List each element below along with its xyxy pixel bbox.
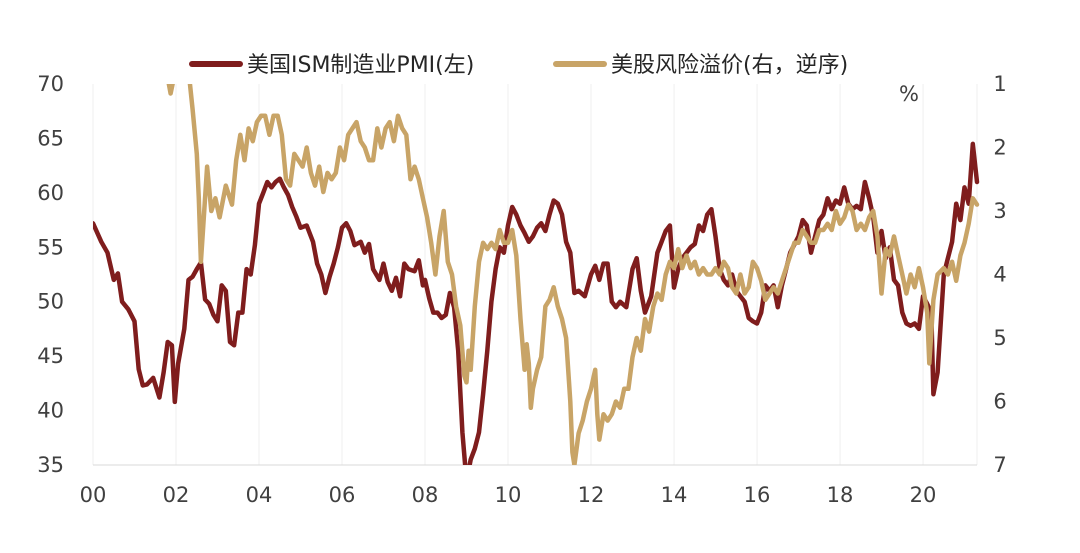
left-y-tick-label: 45 [37,344,64,368]
x-tick-label: 06 [329,483,356,507]
x-tick-label: 04 [246,483,273,507]
left-y-tick-label: 65 [37,126,64,150]
right-y-tick-label: 6 [993,390,1006,414]
right-y-tick-label: 5 [993,326,1006,350]
right-axis-unit: % [899,82,919,106]
x-tick-label: 14 [661,483,688,507]
series-line-ism-pmi [93,141,980,465]
series-layer [93,84,980,465]
right-y-tick-label: 4 [993,263,1006,287]
left-y-tick-label: 60 [37,181,64,205]
right-y-axis: 1 2 3 4 5 6 7 [993,72,1006,477]
right-y-tick-label: 2 [993,136,1006,160]
series-line-equity-risk-premium [166,84,980,465]
legend: 美国ISM制造业PMI(左) 美股风险溢价(右，逆序) [189,53,848,78]
x-tick-label: 20 [910,483,937,507]
left-y-tick-label: 70 [37,72,64,96]
x-tick-label: 12 [578,483,605,507]
legend-item-ism: 美国ISM制造业PMI(左) [189,53,474,78]
left-y-tick-label: 40 [37,399,64,423]
x-tick-label: 00 [80,483,107,507]
left-y-tick-label: 55 [37,235,64,259]
legend-label-erp: 美股风险溢价(右，逆序) [611,53,848,78]
x-tick-label: 10 [495,483,522,507]
right-y-tick-label: 7 [993,453,1006,477]
right-y-tick-label: 1 [993,72,1006,96]
right-y-tick-label: 3 [993,199,1006,223]
x-axis: 00 02 04 06 08 10 12 14 16 18 20 [80,483,937,507]
x-tick-label: 02 [163,483,190,507]
left-y-axis: 35 40 45 50 55 60 65 70 [37,72,64,477]
legend-label-ism: 美国ISM制造业PMI(左) [247,53,474,78]
x-tick-label: 18 [827,483,854,507]
legend-item-erp: 美股风险溢价(右，逆序) [553,53,848,78]
x-tick-label: 08 [412,483,439,507]
x-tick-label: 16 [744,483,771,507]
vertical-grid [92,84,978,465]
left-y-tick-label: 50 [37,290,64,314]
left-y-tick-label: 35 [37,453,64,477]
